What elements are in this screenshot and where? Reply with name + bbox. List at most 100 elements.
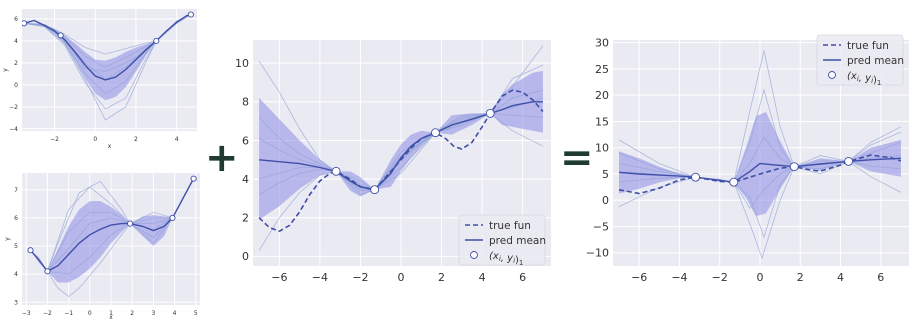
- x-tick-label: 6: [877, 271, 884, 284]
- observation-point: [370, 185, 380, 195]
- equals-operator: =: [560, 135, 594, 181]
- observation-point: [789, 162, 799, 172]
- observation-point: [331, 166, 341, 176]
- y-tick-label: 6: [242, 134, 249, 147]
- true-function-line: [618, 154, 902, 195]
- predicted-mean-line: [23, 13, 192, 81]
- legend-observation-label: (xi, yi)1: [489, 251, 523, 267]
- plot-area: [258, 45, 544, 251]
- plot-area: [22, 11, 194, 121]
- posterior-sample-line: [30, 178, 194, 273]
- plot-area: [27, 175, 197, 298]
- y-tick-label: 0: [242, 250, 249, 263]
- observation-point: [22, 20, 28, 27]
- observation-point: [169, 214, 176, 221]
- observation-point: [729, 177, 739, 187]
- posterior-sample-line: [30, 178, 194, 273]
- x-tick-label: 0: [93, 136, 97, 143]
- x-axis-label: x: [109, 314, 113, 321]
- legend-true-fun-label: true fun: [847, 40, 889, 52]
- x-tick-label: −4: [671, 271, 687, 284]
- x-tick-label: −1: [64, 310, 73, 317]
- posterior-sample-line: [30, 178, 194, 272]
- y-tick-label: −4: [9, 126, 18, 133]
- legend-true-fun-label: true fun: [489, 220, 531, 232]
- y-tick-label: 5: [14, 243, 18, 250]
- legend-box: [816, 34, 904, 86]
- y-tick-label: 2: [14, 60, 18, 67]
- x-tick-label: 2: [134, 136, 138, 143]
- observation-point: [187, 11, 194, 18]
- x-tick-label: −2: [352, 271, 368, 284]
- y-tick-label: 4: [14, 271, 18, 278]
- observation-point: [27, 247, 34, 254]
- observation-point: [127, 220, 134, 227]
- posterior-sample-line: [23, 14, 192, 121]
- x-tick-label: 1: [109, 310, 113, 317]
- x-tick-label: −4: [312, 271, 328, 284]
- legend: true fun pred mean (xi, yi)1: [458, 214, 546, 267]
- x-tick-label: 2: [797, 271, 804, 284]
- observation-point: [485, 108, 495, 118]
- y-tick-label: 0: [602, 194, 609, 207]
- observation-point: [190, 175, 197, 182]
- x-tick-label: 0: [756, 271, 763, 284]
- legend-box: [458, 214, 546, 266]
- y-tick-label: 5: [602, 168, 609, 181]
- y-tick-label: 25: [595, 63, 609, 76]
- x-tick-label: 0: [397, 271, 404, 284]
- observation-point: [844, 156, 854, 166]
- y-axis-label: y: [2, 68, 9, 72]
- posterior-sample-line: [30, 178, 194, 273]
- y-tick-label: 6: [14, 16, 18, 23]
- plot-area: [618, 50, 902, 260]
- chart-bottom-left: −3 −2 −1 0 1 2 3 4 5 3 4 5 6 7 x y: [4, 173, 200, 321]
- x-tick-label: −6: [271, 271, 287, 284]
- y-tick-label: 7: [14, 187, 18, 194]
- posterior-sample-line: [30, 178, 194, 298]
- confidence-band: [30, 178, 194, 283]
- x-tick-label: 6: [519, 271, 526, 284]
- observation-point: [430, 128, 440, 138]
- y-tick-label: 8: [242, 96, 249, 109]
- x-tick-label: 4: [175, 136, 179, 143]
- y-tick-label: 15: [595, 115, 609, 128]
- observation-point: [44, 268, 51, 275]
- y-tick-label: 30: [595, 36, 609, 49]
- legend-observation-swatch: [470, 251, 478, 259]
- x-tick-label: −2: [43, 310, 52, 317]
- y-tick-label: 10: [595, 142, 609, 155]
- x-tick-label: 2: [438, 271, 445, 284]
- y-tick-label: −2: [9, 104, 18, 111]
- x-tick-label: 5: [194, 310, 198, 317]
- predicted-mean-line: [618, 157, 901, 183]
- legend-observation-swatch: [828, 71, 836, 79]
- y-tick-label: 4: [242, 173, 249, 186]
- x-tick-label: 3: [151, 310, 155, 317]
- y-tick-label: 20: [595, 89, 609, 102]
- legend-pred-mean-label: pred mean: [489, 235, 546, 247]
- y-tick-label: 2: [242, 212, 249, 225]
- observation-point: [57, 32, 64, 39]
- legend-pred-mean-label: pred mean: [847, 55, 904, 67]
- x-tick-label: 4: [837, 271, 844, 284]
- legend-observation-label: (xi, yi)1: [847, 71, 881, 87]
- legend: true fun pred mean (xi, yi)1: [816, 34, 904, 87]
- chart-right: −6 −4 −2 0 2 4 6 −10 −5 0 5 10 15 20 25 30 true fun pred …: [586, 34, 909, 284]
- x-tick-label: −6: [631, 271, 647, 284]
- predicted-mean-line: [259, 101, 543, 191]
- confidence-band: [259, 70, 543, 220]
- predicted-mean-line: [29, 178, 195, 273]
- x-axis-label: x: [108, 143, 112, 150]
- x-tick-label: −2: [712, 271, 728, 284]
- true-function-line: [258, 89, 544, 233]
- chart-middle: −6 −4 −2 0 2 4 6 0 2 4 6 8 10 true fun pred mean (xi, y…: [235, 40, 551, 284]
- y-tick-label: 3: [14, 299, 18, 306]
- posterior-sample-line: [618, 131, 902, 209]
- x-tick-label: −3: [22, 310, 31, 317]
- x-tick-label: −2: [50, 136, 59, 143]
- x-tick-label: 2: [130, 310, 134, 317]
- y-axis-label: y: [4, 237, 11, 241]
- x-tick-label: 4: [173, 310, 177, 317]
- y-tick-label: 0: [14, 82, 18, 89]
